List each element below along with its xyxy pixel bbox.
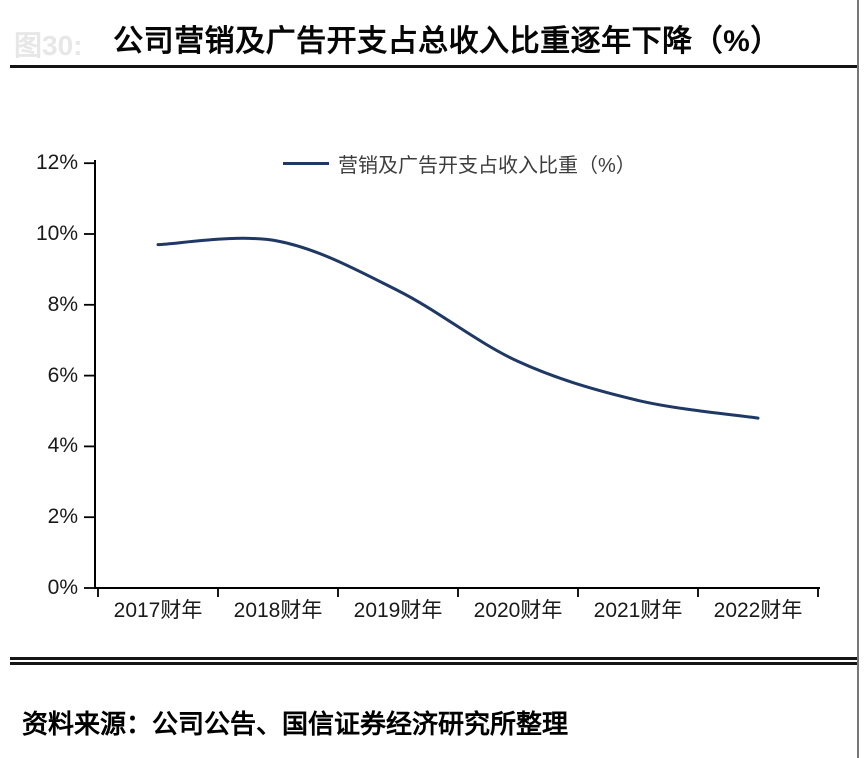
- x-axis-tick-label: 2017财年: [113, 599, 203, 622]
- title-divider: [10, 65, 857, 68]
- y-axis-tick-label: 6%: [47, 363, 78, 387]
- y-axis-tick-label: 8%: [47, 292, 78, 316]
- x-axis-tick-label: 2020财年: [473, 599, 563, 622]
- footer-divider: [10, 657, 857, 665]
- source-note: 资料来源：公司公告、国信证券经济研究所整理: [22, 709, 569, 739]
- legend-line-swatch: [283, 162, 329, 165]
- line-series: [156, 236, 760, 420]
- x-axis-tick-label: 2022财年: [713, 599, 803, 622]
- y-axis-tick-label: 4%: [47, 434, 78, 458]
- y-axis-tick-label: 0%: [47, 576, 78, 599]
- legend: 营销及广告开支占收入比重（%）: [283, 149, 636, 178]
- x-axis-tick-label: 2021财年: [593, 599, 683, 622]
- chart-title: 公司营销及广告开支占总收入比重逐年下降（%）: [113, 25, 781, 58]
- erased-figure-number: 图30:: [14, 30, 83, 61]
- legend-label: 营销及广告开支占收入比重（%）: [338, 155, 636, 177]
- x-axis-tick-label: 2019财年: [353, 599, 443, 622]
- page-right-border: [857, 0, 859, 758]
- x-axis-tick-label: 2018财年: [233, 599, 323, 622]
- y-axis-tick-label: 10%: [35, 222, 78, 245]
- y-axis-tick-label: 2%: [47, 505, 78, 529]
- y-axis-tick-label: 12%: [35, 151, 78, 175]
